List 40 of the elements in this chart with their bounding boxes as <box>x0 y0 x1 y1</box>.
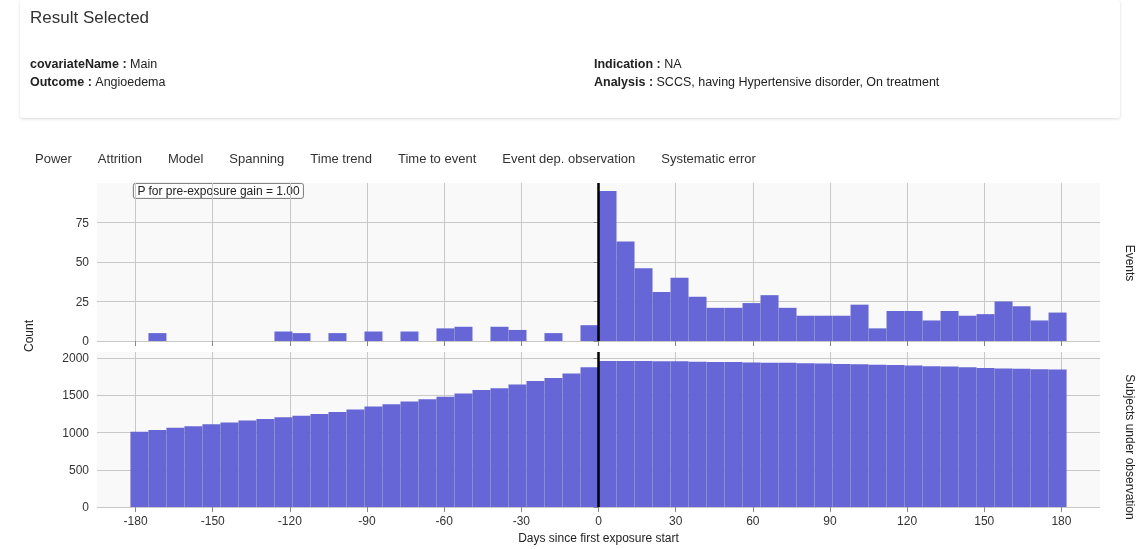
y-tick-label: 50 <box>75 255 90 269</box>
text: Analysis : SCCS, having Hypertensive disorder, On treatment <box>594 74 941 91</box>
text: Model <box>166 150 205 168</box>
x-tick-label: 90 <box>823 514 837 529</box>
x-tick-label: -30 <box>512 514 531 529</box>
x-tick-label: 30 <box>668 514 683 529</box>
text: Outcome : Angioedema <box>30 74 167 91</box>
y-tick-label: 75 <box>75 215 90 230</box>
y2-axis-title: Events <box>1123 244 1137 282</box>
y-tick-label: 1500 <box>62 388 90 403</box>
text: Attrition <box>96 150 143 168</box>
x-tick-label: -180 <box>123 514 148 529</box>
y-tick-label: 2000 <box>62 350 90 365</box>
y2-axis-title: Subjects under observation <box>1123 374 1137 520</box>
annotation: P for pre-exposure gain = 1.00 <box>137 184 300 199</box>
x-tick-label: 180 <box>1051 514 1072 529</box>
text: Spanning <box>228 150 286 168</box>
x-tick-label: 60 <box>746 514 760 529</box>
y-axis-title: Count <box>22 319 36 352</box>
y-tick-label: 25 <box>75 294 90 309</box>
y-tick-label: 500 <box>68 462 90 477</box>
text: covariateName : Main <box>30 56 159 73</box>
text: Power <box>34 150 73 168</box>
y-tick-label: 0 <box>82 334 90 348</box>
x-tick-label: -150 <box>200 514 226 529</box>
x-tick-label: -120 <box>277 514 303 529</box>
text: Time to event <box>396 150 478 168</box>
y-tick-label: 0 <box>82 500 90 515</box>
x-tick-label: -90 <box>358 514 377 529</box>
x-tick-label: 0 <box>595 514 603 529</box>
text: Result Selected <box>30 8 150 28</box>
x-tick-label: 150 <box>974 514 995 529</box>
x-tick-label: 120 <box>897 514 918 529</box>
y-tick-label: 1000 <box>62 425 90 440</box>
x-tick-label: -60 <box>435 514 454 529</box>
text: Systematic error <box>660 150 757 168</box>
x-axis-title: Days since first exposure start <box>518 531 680 545</box>
text: Event dep. observation <box>501 150 637 168</box>
text: Time trend <box>309 150 373 168</box>
text: Indication : NA <box>594 56 683 73</box>
